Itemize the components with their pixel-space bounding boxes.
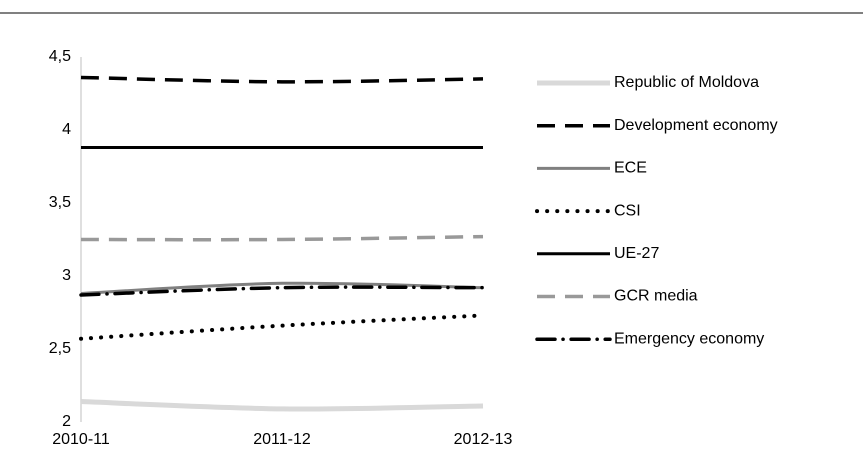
legend-label: Emergency economy xyxy=(614,330,764,347)
x-tick-label: 2010-11 xyxy=(52,431,110,448)
x-tick-label: 2011-12 xyxy=(253,431,311,448)
legend-label: GCR media xyxy=(614,288,698,305)
y-tick-label: 4 xyxy=(62,121,71,138)
y-tick-label: 2 xyxy=(62,413,71,430)
series-line xyxy=(80,399,484,412)
legend-label: CSI xyxy=(614,202,641,219)
legend-label: UE-27 xyxy=(614,245,659,262)
legend-label: ECE xyxy=(614,160,647,177)
series-line xyxy=(79,313,485,341)
y-tick-label: 4,5 xyxy=(49,48,71,65)
x-tick-label: 2012-13 xyxy=(454,431,513,448)
y-tick-label: 3,5 xyxy=(49,194,71,211)
legend-label: Development economy xyxy=(614,117,778,134)
y-tick-label: 3 xyxy=(62,267,71,284)
legend-label: Republic of Moldova xyxy=(614,74,759,91)
series-line xyxy=(79,285,485,297)
y-tick-label: 2,5 xyxy=(49,340,71,357)
series-line xyxy=(80,234,484,242)
series-line xyxy=(80,75,484,84)
